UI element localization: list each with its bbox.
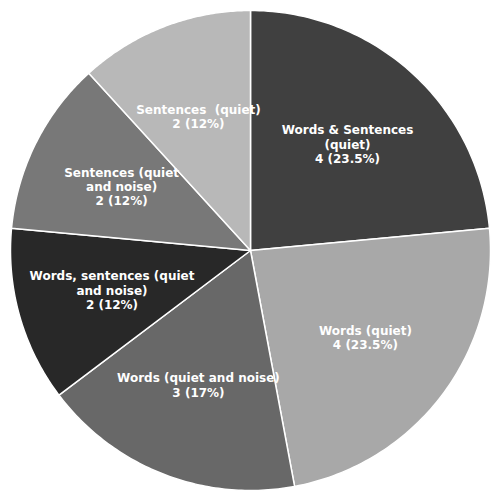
svg-text:Words & Sentences(quiet)4 (23.: Words & Sentences(quiet)4 (23.5%) — [282, 123, 414, 166]
svg-text:Sentences (quietand noise)2 (1: Sentences (quietand noise)2 (12%) — [64, 166, 179, 209]
svg-text:Words (quiet)4 (23.5%): Words (quiet)4 (23.5%) — [319, 324, 412, 352]
svg-text:Sentences (quiet)2 (12%): Sentences (quiet)2 (12%) — [136, 103, 261, 131]
svg-text:Words, sentences (quietand noi: Words, sentences (quietand noise)2 (12%) — [30, 269, 195, 312]
svg-text:Words (quiet and noise)3 (17%): Words (quiet and noise)3 (17%) — [117, 371, 280, 399]
